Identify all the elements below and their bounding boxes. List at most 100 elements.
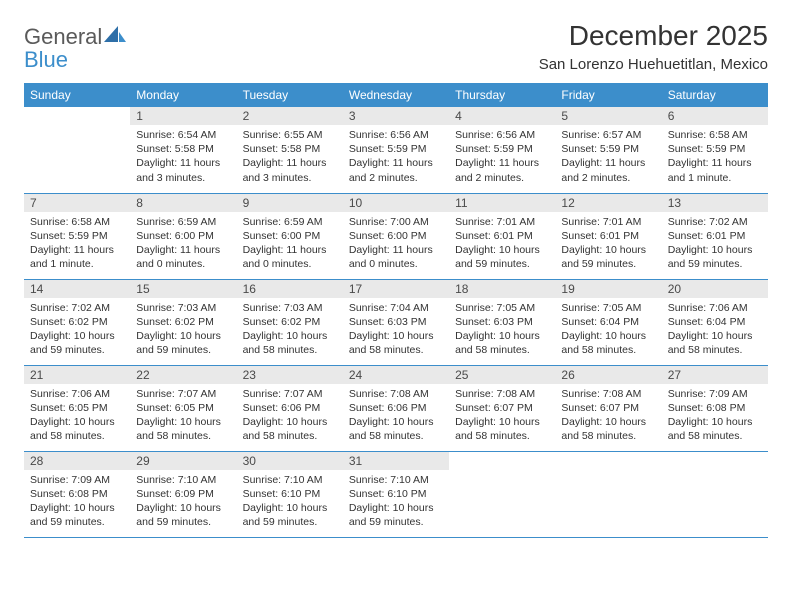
day-number: 30 [237,452,343,470]
day-content: Sunrise: 6:58 AMSunset: 5:59 PMDaylight:… [662,125,768,191]
daylight-line: Daylight: 10 hours and 59 minutes. [243,502,328,528]
day-number: 3 [343,107,449,125]
sunset-line: Sunset: 6:05 PM [30,402,108,414]
day-number: 11 [449,194,555,212]
day-number: 9 [237,194,343,212]
daylight-line: Daylight: 10 hours and 59 minutes. [30,330,115,356]
day-content: Sunrise: 7:05 AMSunset: 6:03 PMDaylight:… [449,298,555,364]
day-number: 2 [237,107,343,125]
daylight-line: Daylight: 11 hours and 0 minutes. [136,244,220,270]
sunrise-line: Sunrise: 7:01 AM [455,216,535,228]
sunset-line: Sunset: 6:10 PM [243,488,321,500]
sunrise-line: Sunrise: 7:08 AM [349,388,429,400]
dow-sunday: Sunday [24,83,130,107]
sunrise-line: Sunrise: 6:56 AM [349,129,429,141]
calendar-table: Sunday Monday Tuesday Wednesday Thursday… [24,83,768,538]
day-content: Sunrise: 7:03 AMSunset: 6:02 PMDaylight:… [237,298,343,364]
daylight-line: Daylight: 10 hours and 59 minutes. [136,330,221,356]
calendar-cell: 15Sunrise: 7:03 AMSunset: 6:02 PMDayligh… [130,279,236,365]
calendar-cell: 3Sunrise: 6:56 AMSunset: 5:59 PMDaylight… [343,107,449,193]
brand-part1: General [24,24,102,49]
calendar-cell [555,451,661,537]
calendar-cell: 19Sunrise: 7:05 AMSunset: 6:04 PMDayligh… [555,279,661,365]
calendar-cell: 14Sunrise: 7:02 AMSunset: 6:02 PMDayligh… [24,279,130,365]
day-number: 1 [130,107,236,125]
calendar-cell: 20Sunrise: 7:06 AMSunset: 6:04 PMDayligh… [662,279,768,365]
daylight-line: Daylight: 10 hours and 58 minutes. [668,330,753,356]
calendar-row: 14Sunrise: 7:02 AMSunset: 6:02 PMDayligh… [24,279,768,365]
sunset-line: Sunset: 6:09 PM [136,488,214,500]
sunrise-line: Sunrise: 7:01 AM [561,216,641,228]
day-number: 8 [130,194,236,212]
day-number: 4 [449,107,555,125]
daylight-line: Daylight: 10 hours and 58 minutes. [243,330,328,356]
calendar-cell: 9Sunrise: 6:59 AMSunset: 6:00 PMDaylight… [237,193,343,279]
sunset-line: Sunset: 6:07 PM [561,402,639,414]
day-number: 15 [130,280,236,298]
day-content: Sunrise: 6:58 AMSunset: 5:59 PMDaylight:… [24,212,130,278]
day-content: Sunrise: 7:08 AMSunset: 6:07 PMDaylight:… [449,384,555,450]
sunset-line: Sunset: 6:08 PM [30,488,108,500]
sunrise-line: Sunrise: 6:59 AM [136,216,216,228]
sunset-line: Sunset: 6:08 PM [668,402,746,414]
day-content: Sunrise: 6:55 AMSunset: 5:58 PMDaylight:… [237,125,343,191]
daylight-line: Daylight: 10 hours and 58 minutes. [136,416,221,442]
sunrise-line: Sunrise: 7:02 AM [668,216,748,228]
day-number: 5 [555,107,661,125]
sunset-line: Sunset: 5:59 PM [668,143,746,155]
calendar-cell: 29Sunrise: 7:10 AMSunset: 6:09 PMDayligh… [130,451,236,537]
day-number: 20 [662,280,768,298]
day-content: Sunrise: 7:01 AMSunset: 6:01 PMDaylight:… [449,212,555,278]
day-number: 19 [555,280,661,298]
dow-wednesday: Wednesday [343,83,449,107]
sunrise-line: Sunrise: 7:08 AM [455,388,535,400]
sunrise-line: Sunrise: 6:58 AM [668,129,748,141]
sunset-line: Sunset: 5:58 PM [243,143,321,155]
daylight-line: Daylight: 10 hours and 58 minutes. [243,416,328,442]
sunrise-line: Sunrise: 7:06 AM [668,302,748,314]
daylight-line: Daylight: 10 hours and 59 minutes. [455,244,540,270]
dow-tuesday: Tuesday [237,83,343,107]
dow-row: Sunday Monday Tuesday Wednesday Thursday… [24,83,768,107]
month-title: December 2025 [539,20,768,52]
sunset-line: Sunset: 6:02 PM [30,316,108,328]
sunrise-line: Sunrise: 7:02 AM [30,302,110,314]
calendar-row: 7Sunrise: 6:58 AMSunset: 5:59 PMDaylight… [24,193,768,279]
sunset-line: Sunset: 6:05 PM [136,402,214,414]
day-content: Sunrise: 7:07 AM Sunset: 6:06 PM Daylight:… [237,384,343,450]
sunrise-line: Sunrise: 6:54 AM [136,129,216,141]
daylight-line: Daylight: 11 hours and 3 minutes. [136,157,220,183]
sunset-line: Sunset: 6:07 PM [455,402,533,414]
sunrise-line: Sunrise: 7:04 AM [349,302,429,314]
day-number: 22 [130,366,236,384]
header: General Blue December 2025 San Lorenzo H… [24,20,768,73]
day-content: Sunrise: 6:59 AMSunset: 6:00 PMDaylight:… [237,212,343,278]
day-number: 23 [237,366,343,384]
sunset-line: Sunset: 6:04 PM [561,316,639,328]
daylight-line: Daylight: 11 hours and 3 minutes. [243,157,327,183]
sunset-line: Sunset: 6:06 PM [243,402,321,414]
day-number: 25 [449,366,555,384]
day-content: Sunrise: 7:00 AMSunset: 6:00 PMDaylight:… [343,212,449,278]
day-content: Sunrise: 6:56 AMSunset: 5:59 PMDaylight:… [449,125,555,191]
dow-saturday: Saturday [662,83,768,107]
day-number: 13 [662,194,768,212]
calendar-cell [449,451,555,537]
calendar-cell: 31Sunrise: 7:10 AMSunset: 6:10 PMDayligh… [343,451,449,537]
daylight-line: Daylight: 10 hours and 58 minutes. [30,416,115,442]
day-number: 7 [24,194,130,212]
day-number: 29 [130,452,236,470]
sunset-line: Sunset: 6:10 PM [349,488,427,500]
sunset-line: Sunset: 6:02 PM [136,316,214,328]
sunrise-line: Sunrise: 7:07 AM [136,388,216,400]
day-content: Sunrise: 7:08 AMSunset: 6:07 PMDaylight:… [555,384,661,450]
day-content: Sunrise: 6:59 AMSunset: 6:00 PMDaylight:… [130,212,236,278]
calendar-row: 1 Sunrise: 6:54 AM Sunset: 5:58 PM Daylight… [24,107,768,193]
calendar-cell: 13Sunrise: 7:02 AMSunset: 6:01 PMDayligh… [662,193,768,279]
sunset-line: Sunset: 5:59 PM [349,143,427,155]
sunset-line: Sunset: 6:03 PM [349,316,427,328]
sunrise-line: Sunrise: 7:07 AM [243,388,323,400]
sunrise-line: Sunrise: 6:58 AM [30,216,110,228]
sunset-line: Sunset: 6:02 PM [243,316,321,328]
sunset-line: Sunset: 5:59 PM [455,143,533,155]
